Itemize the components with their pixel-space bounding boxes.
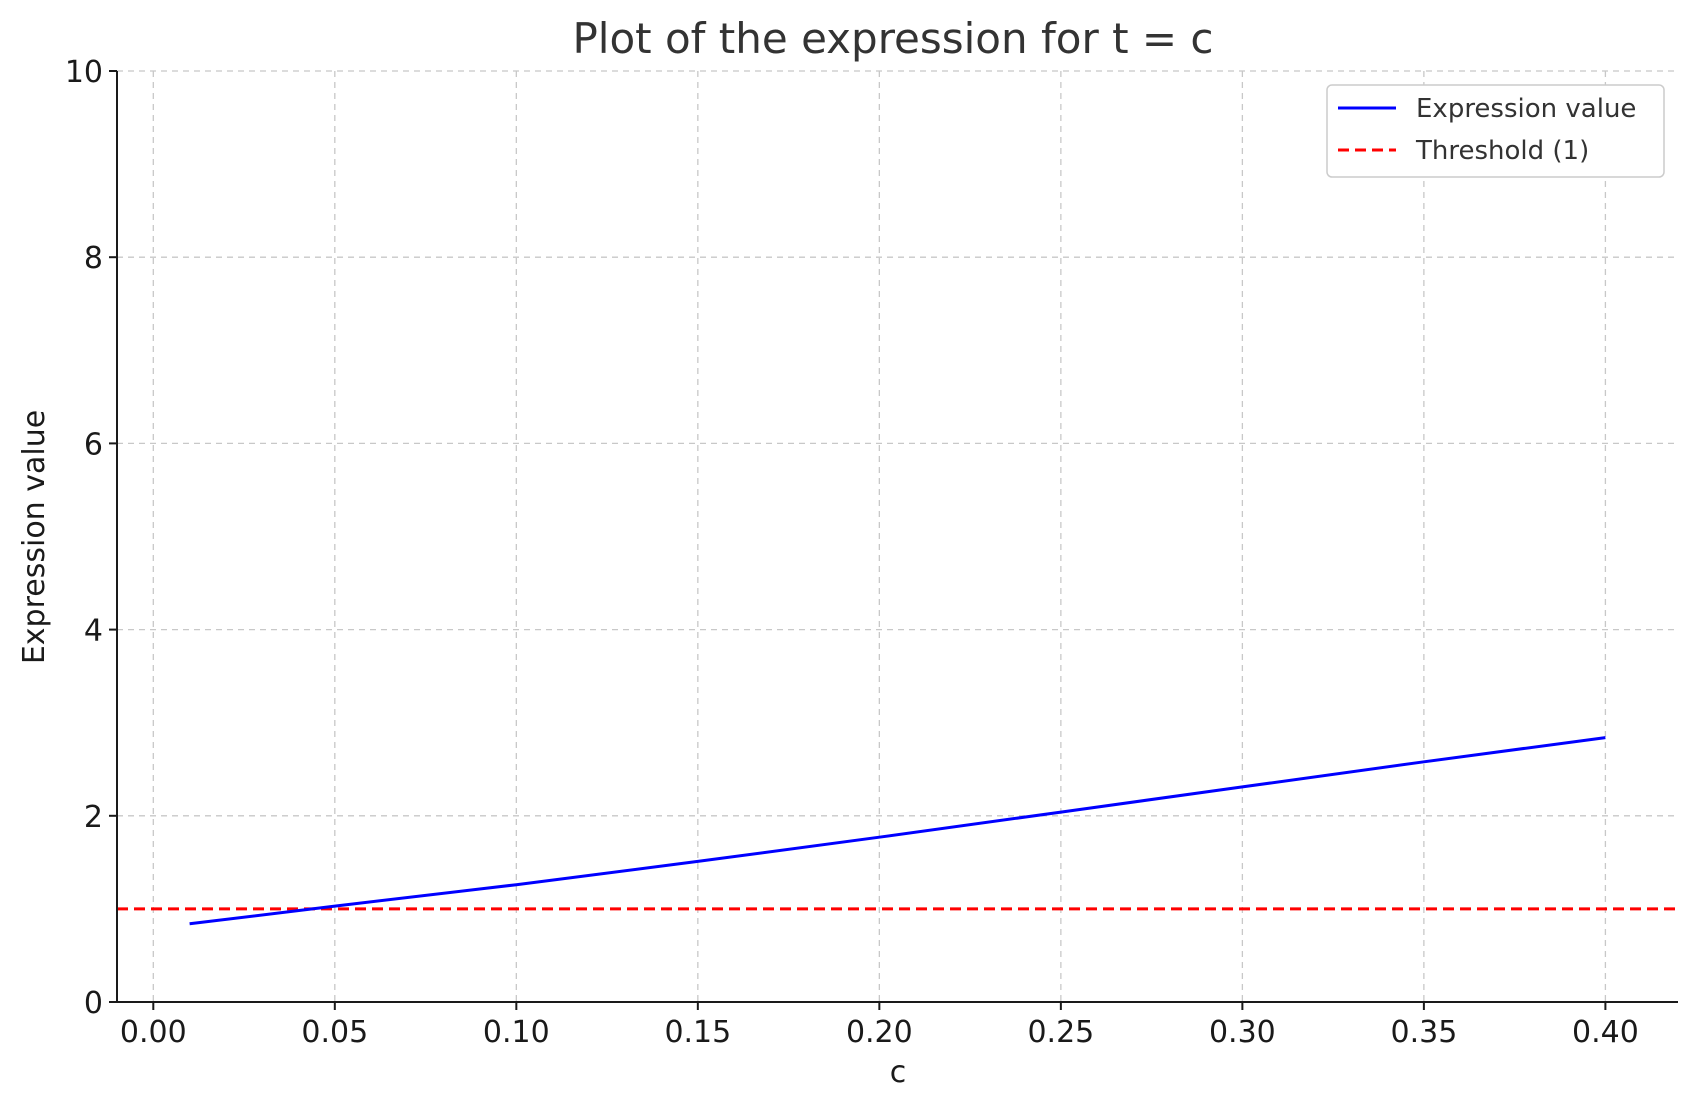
y-tick-label: 2 [84, 800, 103, 835]
y-tick-label: 0 [84, 986, 103, 1021]
x-axis-title: c [890, 1055, 907, 1090]
x-tick-label: 0.15 [664, 1015, 731, 1050]
y-tick-label: 4 [84, 614, 103, 649]
x-tick-label: 0.35 [1390, 1015, 1457, 1050]
x-tick-label: 0.10 [483, 1015, 550, 1050]
x-tick-label: 0.30 [1209, 1015, 1276, 1050]
x-tick-label: 0.05 [301, 1015, 368, 1050]
x-ticks: 0.00 0.05 0.10 0.15 0.20 0.25 0.30 0.35 0.40 [120, 1002, 1639, 1050]
legend: Expression value Threshold (1) [1326, 84, 1665, 178]
x-tick-label: 0.25 [1027, 1015, 1094, 1050]
chart-title: Plot of the expression for t = c [572, 14, 1213, 63]
y-ticks: 0 2 4 6 8 10 [65, 55, 117, 1021]
expression-series-line [189, 736, 1606, 926]
x-tick-label: 0.40 [1572, 1015, 1639, 1050]
legend-box [1326, 84, 1665, 178]
x-tick-label: 0.20 [846, 1015, 913, 1050]
series-layer [189, 736, 1606, 926]
legend-label-expression: Expression value [1416, 94, 1636, 124]
y-axis-title: Expression value [17, 410, 52, 664]
y-tick-label: 6 [84, 427, 103, 462]
grid [117, 70, 1678, 1003]
legend-label-threshold: Threshold (1) [1415, 136, 1589, 166]
x-tick-label: 0.00 [120, 1015, 187, 1050]
y-tick-label: 10 [65, 55, 103, 90]
y-tick-label: 8 [84, 241, 103, 276]
